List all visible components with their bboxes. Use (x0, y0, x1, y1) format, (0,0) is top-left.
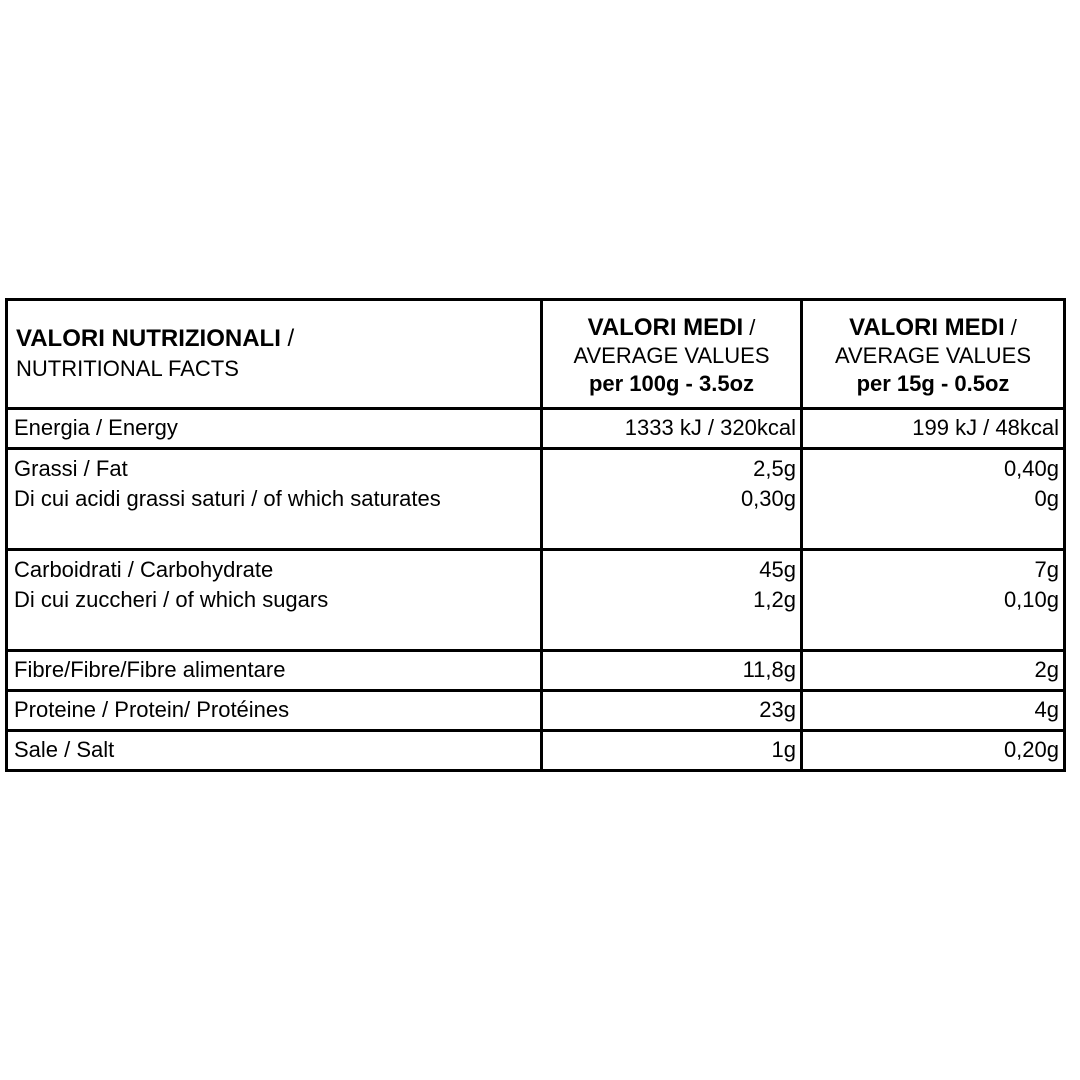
value-per15: 0,40g (1003, 456, 1059, 481)
row-label: Energia / Energy (14, 415, 178, 440)
col3-subtitle: AVERAGE VALUES (834, 343, 1032, 368)
value-per15: 7g (1034, 557, 1059, 582)
row-label: Carboidrati / Carbohydrate (14, 557, 274, 582)
row-label: Proteine / Protein/ Protéines (14, 697, 290, 722)
header-slash: / (280, 325, 295, 352)
row-label: Grassi / Fat (14, 456, 128, 481)
nutrition-table: VALORI NUTRIZIONALI / NUTRITIONAL FACTS … (5, 298, 1066, 772)
value-per15: 199 kJ / 48kcal (912, 415, 1059, 440)
value-per15: 4g (1034, 697, 1059, 722)
value-per100: 2,5g (753, 456, 796, 481)
table-row-fibre: Fibre/Fibre/Fibre alimentare 11,8g 2g (5, 649, 1066, 692)
value-per100: 23g (759, 697, 796, 722)
col3-portion: per 15g - 0.5oz (856, 371, 1010, 396)
subvalue-per15: 0g (1034, 486, 1059, 511)
row-sublabel: Di cui zuccheri / of which sugars (14, 587, 329, 612)
row-label: Sale / Salt (14, 737, 115, 762)
header-per15: VALORI MEDI / AVERAGE VALUES per 15g - 0… (800, 298, 1066, 410)
col2-subtitle: AVERAGE VALUES (573, 343, 770, 368)
col3-slash: / (1004, 315, 1017, 340)
table-row-carbohydrate: Carboidrati / Carbohydrate Di cui zuccher… (5, 548, 1066, 652)
value-per100: 45g (759, 557, 796, 582)
header-nutritional-facts: VALORI NUTRIZIONALI / NUTRITIONAL FACTS (5, 298, 543, 410)
col2-portion: per 100g - 3.5oz (588, 371, 755, 396)
header-subtitle: NUTRITIONAL FACTS (16, 356, 239, 381)
row-sublabel: Di cui acidi grassi saturi / of which sa… (14, 486, 441, 511)
subvalue-per100: 0,30g (740, 486, 796, 511)
value-per100: 1333 kJ / 320kcal (624, 415, 796, 440)
table-row-protein: Proteine / Protein/ Protéines 23g 4g (5, 689, 1066, 732)
row-label: Fibre/Fibre/Fibre alimentare (14, 657, 286, 682)
subvalue-per15: 0,10g (1003, 587, 1059, 612)
col2-title: VALORI MEDI (587, 314, 744, 341)
value-per15: 2g (1034, 657, 1059, 682)
value-per15: 0,20g (1003, 737, 1059, 762)
col3-title: VALORI MEDI (849, 314, 1005, 341)
table-row-salt: Sale / Salt 1g 0,20g (5, 729, 1066, 772)
header-row: VALORI NUTRIZIONALI / NUTRITIONAL FACTS … (5, 298, 1066, 410)
table-row-fat: Grassi / Fat Di cui acidi grassi saturi /… (5, 447, 1066, 551)
col2-slash: / (743, 315, 756, 340)
value-per100: 1g (771, 737, 796, 762)
header-title: VALORI NUTRIZIONALI (16, 325, 281, 352)
header-per100: VALORI MEDI / AVERAGE VALUES per 100g - … (540, 298, 803, 410)
value-per100: 11,8g (742, 657, 796, 682)
subvalue-per100: 1,2g (753, 587, 796, 612)
table-row-energy: Energia / Energy 1333 kJ / 320kcal 199 k… (5, 407, 1066, 450)
